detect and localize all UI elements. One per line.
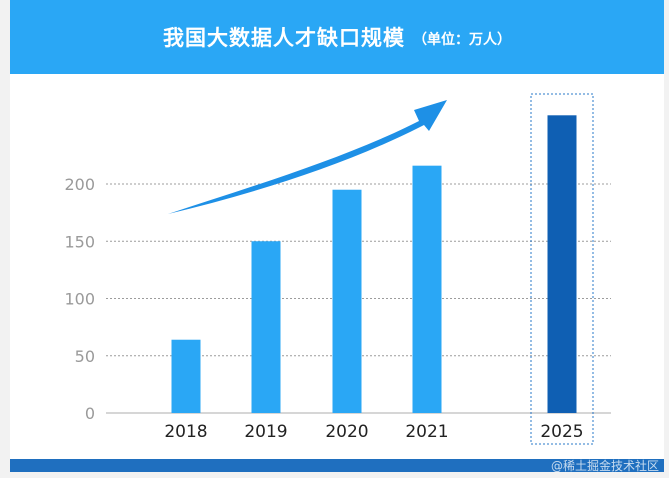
chart-unit: （单位：万人） (413, 32, 511, 48)
bar-2021 (412, 165, 442, 413)
chart-header: 我国大数据人才缺口规模 （单位：万人） (10, 0, 664, 74)
y-tick-label: 150 (64, 232, 95, 251)
x-tick-label: 2020 (325, 422, 368, 442)
x-tick-label: 2018 (164, 422, 207, 442)
bar-2020 (332, 189, 362, 413)
highlight-box (530, 93, 594, 445)
bars (171, 115, 577, 414)
trend-arrow-shape (168, 100, 447, 214)
trend-arrow (168, 100, 447, 214)
y-tick-label: 100 (64, 290, 95, 309)
x-tick-label: 2019 (244, 422, 287, 442)
bar-2018 (171, 339, 201, 413)
bar-2025 (547, 115, 577, 414)
chart-title: 我国大数据人才缺口规模 (163, 26, 405, 50)
y-tick-label: 200 (64, 175, 95, 194)
x-tick-labels: 2018 2019 2020 2021 2025 (164, 422, 583, 442)
watermark: @稀土掘金技术社区 (550, 459, 659, 473)
y-tick-label: 0 (85, 404, 95, 423)
y-tick-label: 50 (75, 347, 95, 366)
bar-2019 (251, 241, 281, 413)
footer-bar (10, 459, 664, 472)
y-tick-labels: 0 50 100 150 200 (64, 175, 95, 423)
x-tick-label: 2025 (540, 422, 583, 442)
x-tick-label: 2021 (405, 422, 448, 442)
highlight-box-frame (530, 93, 594, 445)
